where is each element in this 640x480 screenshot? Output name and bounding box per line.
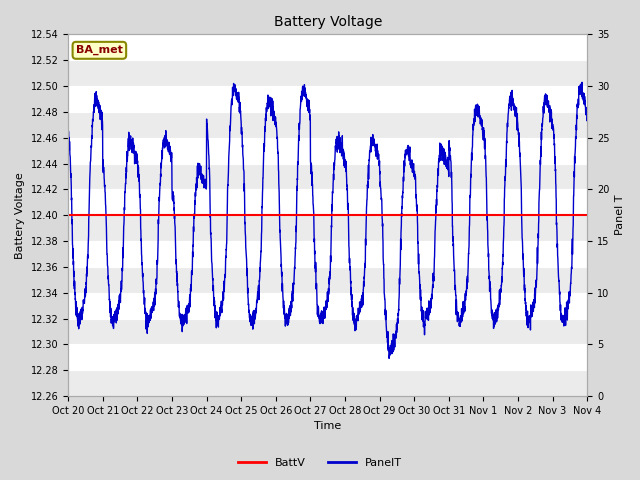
Bar (68, 215, 588, 241)
Y-axis label: Battery Voltage: Battery Voltage (15, 172, 25, 259)
Legend: BattV, PanelT: BattV, PanelT (234, 453, 406, 472)
Bar (68, 112, 588, 138)
Y-axis label: Panel T: Panel T (615, 195, 625, 236)
Bar (68, 345, 588, 370)
Bar (68, 319, 588, 345)
Bar (68, 267, 588, 293)
Title: Battery Voltage: Battery Voltage (273, 15, 382, 29)
Bar (68, 138, 588, 164)
Bar (68, 164, 588, 190)
Bar (68, 60, 588, 86)
Bar (68, 190, 588, 215)
Bar (68, 86, 588, 112)
Bar (68, 293, 588, 319)
Bar (68, 35, 588, 60)
Text: BA_met: BA_met (76, 45, 123, 56)
Bar (68, 370, 588, 396)
Bar (68, 241, 588, 267)
X-axis label: Time: Time (314, 421, 341, 432)
